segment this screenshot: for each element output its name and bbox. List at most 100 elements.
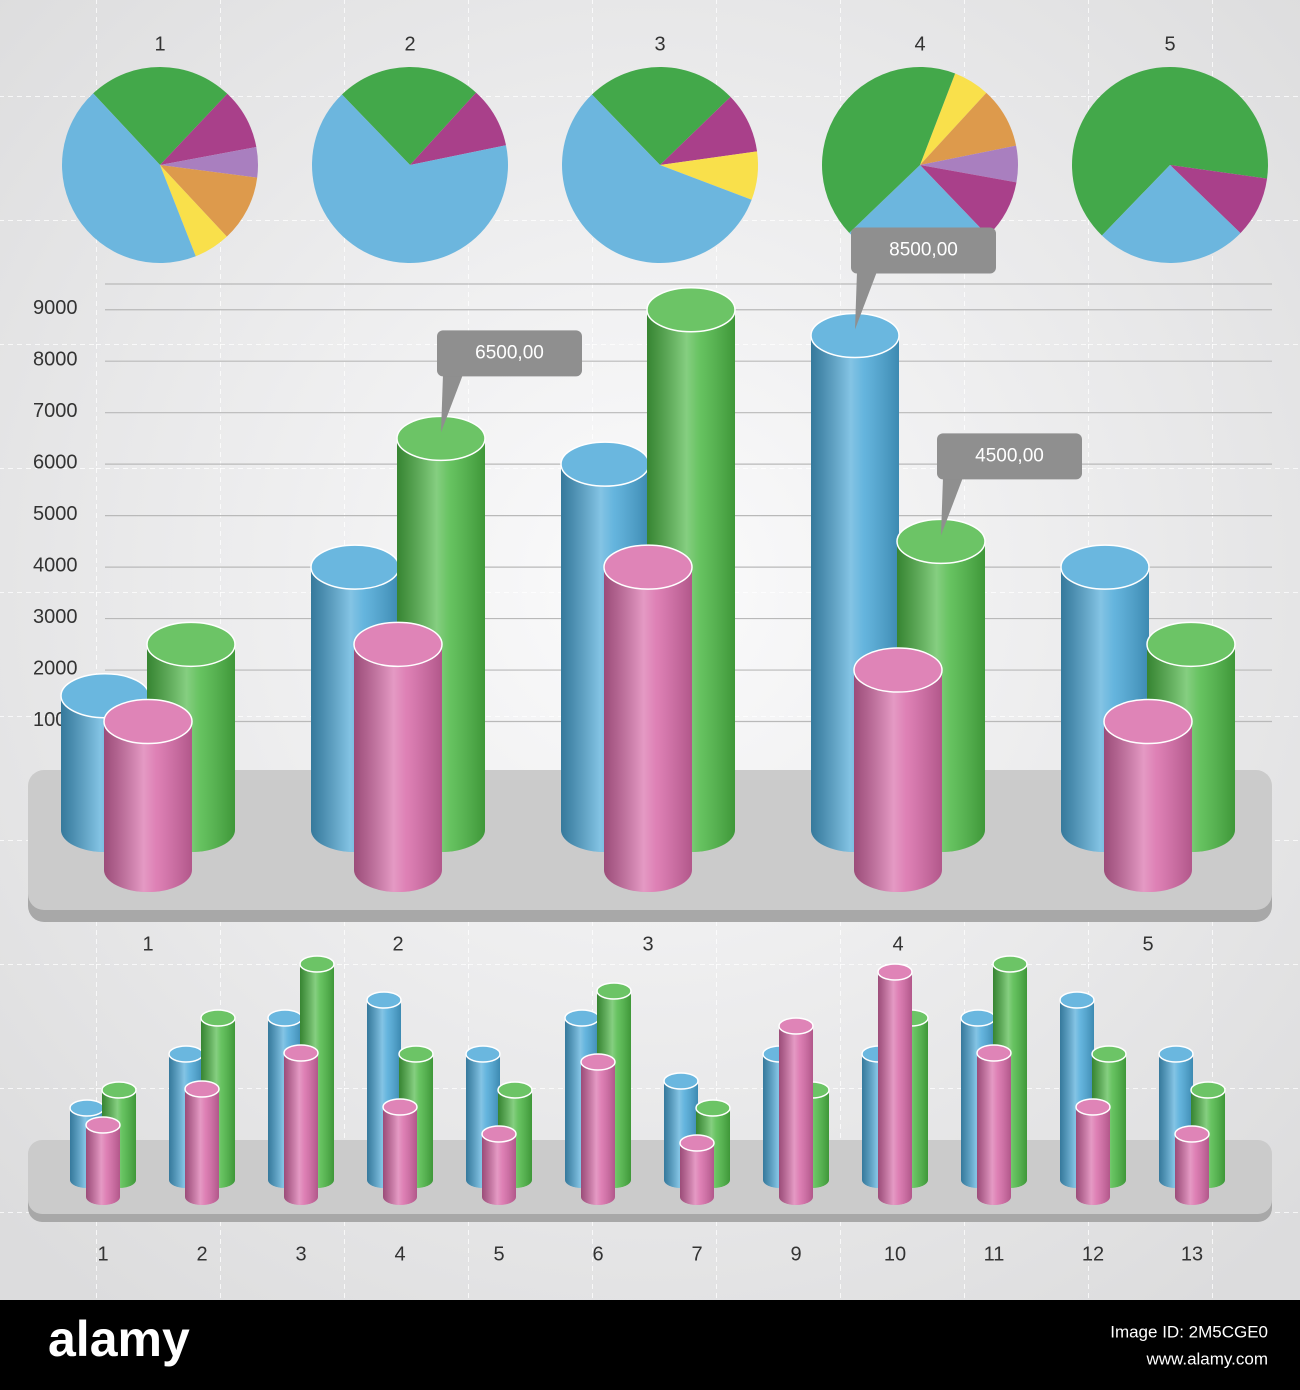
cylinder-top-light	[367, 992, 401, 1008]
cylinder-body-shade	[354, 644, 442, 870]
cylinder-top	[299, 955, 335, 973]
cylinder	[679, 1134, 715, 1205]
cylinder-top-light	[399, 1046, 433, 1062]
cylinder-top-light	[466, 1046, 500, 1062]
cylinder-top	[1174, 1125, 1210, 1143]
cylinder-top-light	[993, 956, 1027, 972]
cylinder-top	[101, 1081, 137, 1099]
cylinder-top-light	[1061, 545, 1149, 590]
cylinder-top	[1190, 1081, 1226, 1099]
x-tick-label: 5	[493, 1243, 504, 1265]
cylinder-top-light	[1092, 1046, 1126, 1062]
pie-slice	[62, 93, 196, 263]
cylinder-body-shade	[185, 1089, 219, 1197]
cylinder	[382, 1098, 418, 1205]
x-tick-label: 6	[592, 1243, 603, 1265]
cylinder-top-light	[561, 442, 649, 487]
cylinder	[103, 698, 193, 892]
cylinder-top-light	[664, 1073, 698, 1089]
pie-slice	[920, 73, 987, 165]
cylinder-body-shade	[86, 1125, 120, 1197]
cylinder-top-light	[104, 699, 192, 744]
x-tick-label: 1	[142, 933, 153, 955]
y-tick-label: 5000	[33, 503, 78, 525]
cylinder-top-light	[604, 545, 692, 590]
pie-slice	[341, 66, 477, 165]
cylinder-top	[663, 1072, 699, 1090]
cylinder-body-shade	[680, 1143, 714, 1197]
cylinder-top-light	[201, 1010, 235, 1026]
data-label: 8500,00	[889, 239, 958, 260]
cylinder-top-light	[268, 1010, 302, 1026]
footer-image-id: Image ID: 2M5CGE0	[1110, 1322, 1268, 1341]
y-tick-label: 3000	[33, 606, 78, 628]
callout-box	[937, 433, 1082, 480]
x-tick-label: 5	[1142, 933, 1153, 955]
footer-bar	[0, 1300, 1300, 1390]
cylinder-top-light	[779, 1018, 813, 1034]
cylinder-top	[580, 1053, 616, 1071]
cylinder-top	[398, 1045, 434, 1063]
pie-slice	[1101, 165, 1241, 264]
x-tick-label: 13	[1181, 1243, 1203, 1265]
cylinder-top	[103, 698, 193, 745]
cylinder-top	[465, 1045, 501, 1063]
pie-title: 2	[404, 33, 415, 55]
cylinder-top-light	[977, 1045, 1011, 1061]
cylinder	[1103, 698, 1193, 892]
cylinder-top	[353, 621, 443, 668]
cylinder-body-shade	[878, 972, 912, 1197]
cylinder-top	[603, 544, 693, 590]
x-tick-label: 4	[892, 933, 903, 955]
callout-box	[437, 330, 582, 377]
callout-pointer	[441, 374, 463, 433]
cylinder-top	[1103, 698, 1193, 745]
cylinder-top-light	[300, 956, 334, 972]
pie-slice	[822, 67, 956, 233]
pie-slice	[591, 66, 731, 165]
pie-slice	[920, 165, 1017, 236]
cylinder-top-light	[1147, 622, 1235, 667]
cylinder	[580, 1053, 616, 1205]
cylinder-top	[1158, 1045, 1194, 1063]
cylinder-top-light	[565, 1010, 599, 1026]
cylinder-top-light	[897, 519, 985, 564]
cylinder-top-light	[169, 1046, 203, 1062]
cylinder-top-light	[70, 1100, 104, 1116]
pie-slice	[160, 165, 227, 257]
cylinder-top-light	[86, 1117, 120, 1133]
cylinder-top-light	[1175, 1126, 1209, 1142]
callout-pointer	[855, 271, 877, 330]
cylinder-top	[366, 991, 402, 1009]
cylinder-top	[695, 1099, 731, 1117]
cylinder-body-shade	[1175, 1134, 1209, 1197]
pie-slice	[160, 165, 258, 237]
pie-title: 4	[914, 33, 925, 55]
cylinder-top-light	[284, 1045, 318, 1061]
cylinder-top-light	[1159, 1046, 1193, 1062]
pie-slice	[1170, 165, 1268, 234]
x-tick-label: 10	[884, 1243, 906, 1265]
cylinder-top	[481, 1125, 517, 1143]
y-tick-label: 9000	[33, 297, 78, 319]
footer-logo: alamy	[48, 1311, 190, 1367]
cylinder	[353, 621, 443, 892]
cylinder-top-light	[1104, 699, 1192, 744]
cylinder	[481, 1125, 517, 1205]
cylinder-top-light	[383, 1099, 417, 1115]
cylinder-top	[200, 1009, 236, 1027]
cylinder-top-light	[811, 313, 899, 358]
cylinder-top-light	[680, 1135, 714, 1151]
cylinder-top-light	[354, 622, 442, 667]
cylinder-top	[877, 963, 913, 981]
cylinder	[663, 1072, 699, 1188]
cylinder-top	[184, 1080, 220, 1098]
cylinder-top-light	[1076, 1099, 1110, 1115]
cylinder-top-light	[597, 983, 631, 999]
pie-slice	[1072, 66, 1268, 236]
callout-box	[851, 227, 996, 274]
cylinder-top	[1060, 544, 1150, 590]
cylinder-top	[382, 1098, 418, 1116]
pie-slice	[920, 145, 1018, 183]
